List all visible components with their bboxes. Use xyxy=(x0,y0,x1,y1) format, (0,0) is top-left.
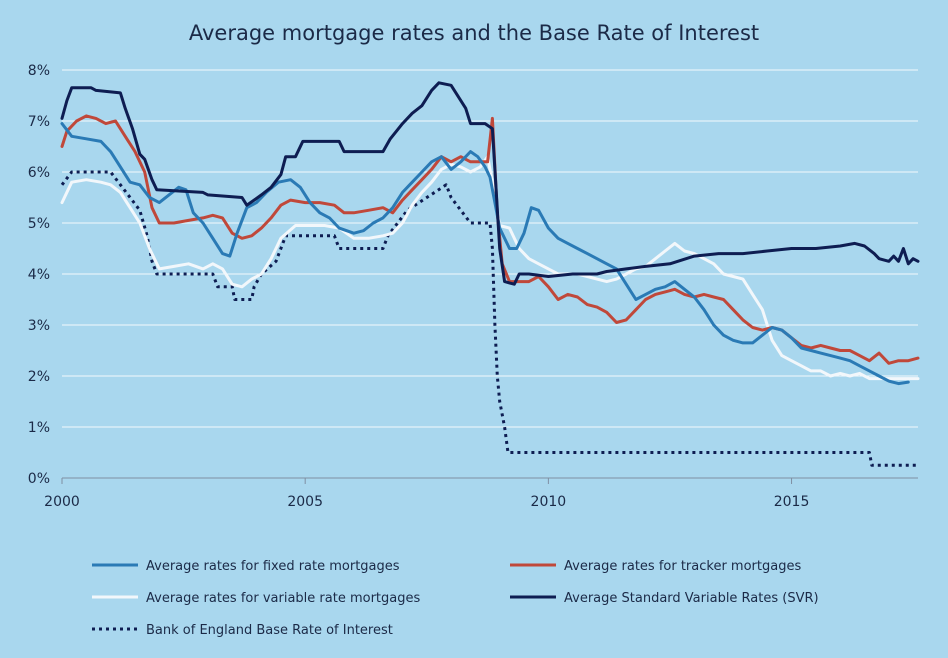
series-lines xyxy=(60,81,920,467)
y-tick-label: 2% xyxy=(28,369,50,385)
chart-title: Average mortgage rates and the Base Rate… xyxy=(189,21,759,45)
x-tick-label: 2005 xyxy=(287,494,323,510)
x-tick-label: 2010 xyxy=(531,494,567,510)
series-line-1 xyxy=(60,122,910,386)
x-tick-label: 2000 xyxy=(44,494,80,510)
y-tick-label: 0% xyxy=(28,471,50,487)
y-tick-label: 8% xyxy=(28,63,50,79)
y-tick-label: 5% xyxy=(28,216,50,232)
y-tick-label: 6% xyxy=(28,165,50,181)
y-tick-label: 4% xyxy=(28,267,50,283)
legend-label: Average rates for fixed rate mortgages xyxy=(146,559,400,574)
y-tick-label: 3% xyxy=(28,318,50,334)
series-line-3 xyxy=(60,155,920,381)
series-line-2 xyxy=(60,114,920,365)
y-tick-label: 7% xyxy=(28,114,50,130)
x-axis-ticks: 2000 2005 2010 2015 xyxy=(44,478,809,510)
legend-label: Average Standard Variable Rates (SVR) xyxy=(564,591,819,606)
legend-label: Bank of England Base Rate of Interest xyxy=(146,623,393,638)
y-axis-ticks: 0% 1% 2% 3% 4% 5% 6% 7% 8% xyxy=(28,63,50,487)
x-tick-label: 2015 xyxy=(774,494,810,510)
series-line-4 xyxy=(60,81,920,286)
series-line-5 xyxy=(60,170,918,467)
legend: Average rates for fixed rate mortgages Av… xyxy=(92,559,819,638)
y-tick-label: 1% xyxy=(28,420,50,436)
legend-label: Average rates for variable rate mortgage… xyxy=(146,591,420,606)
legend-label: Average rates for tracker mortgages xyxy=(564,559,801,574)
